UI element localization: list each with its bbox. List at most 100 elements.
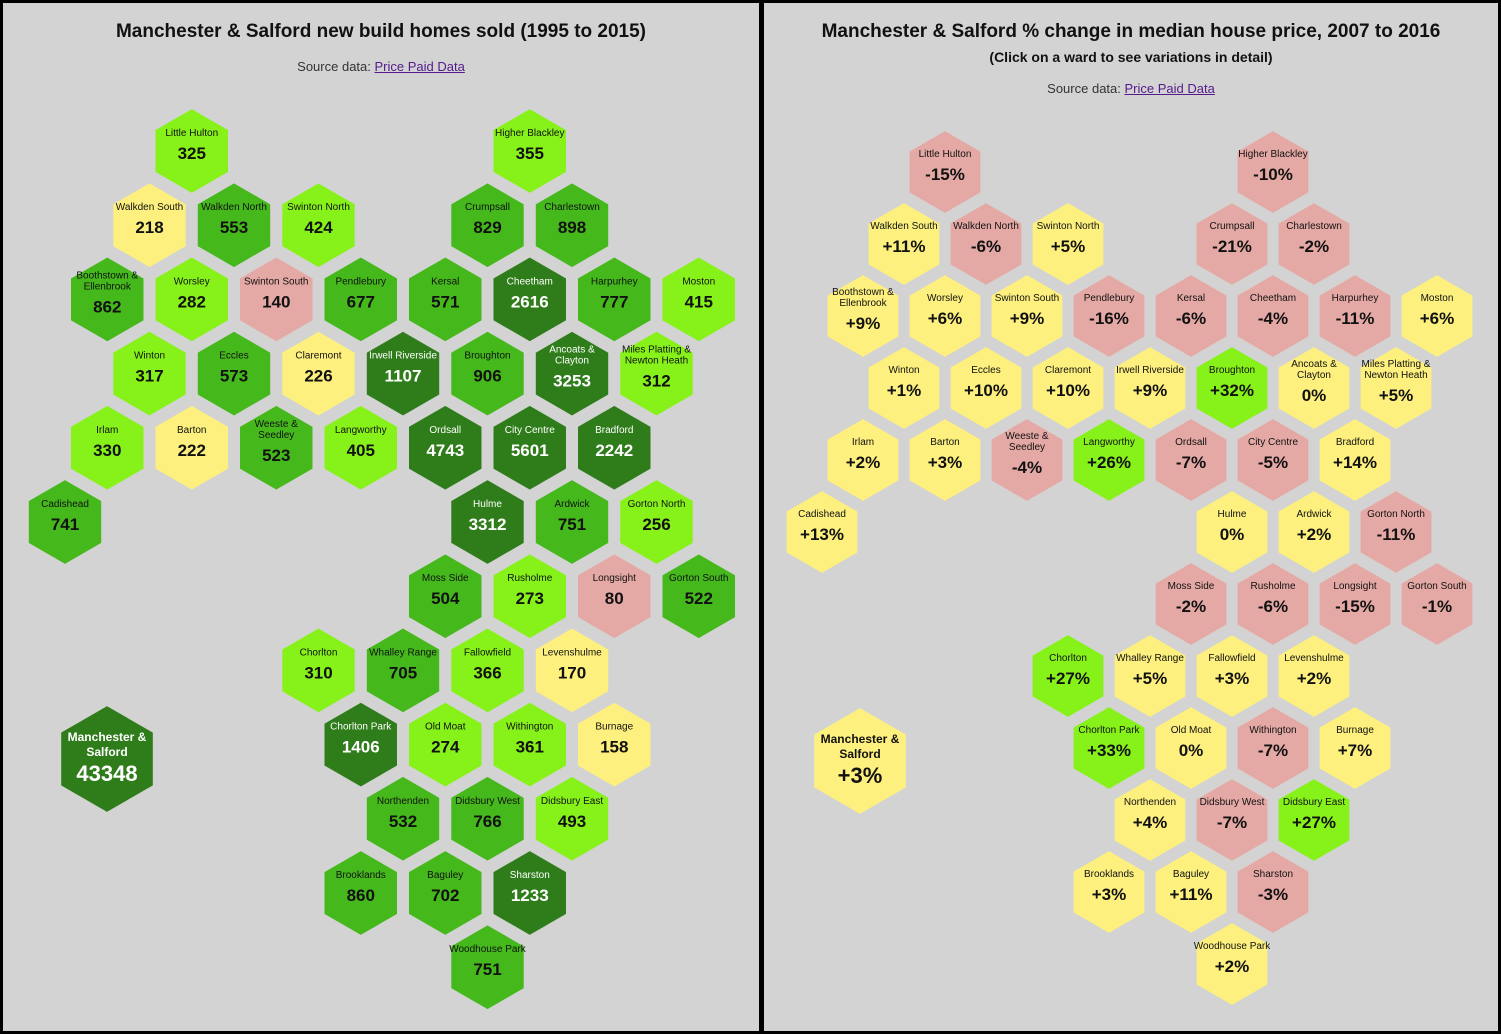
right-ward-withington[interactable]: Withington -7% <box>1235 704 1311 792</box>
right-ward-swinton-south[interactable]: Swinton South +9% <box>989 272 1065 360</box>
hex-cell[interactable] <box>1317 272 1393 360</box>
right-ward-crumpsall[interactable]: Crumpsall -21% <box>1194 200 1270 288</box>
right-ward-fallowfield[interactable]: Fallowfield +3% <box>1194 632 1270 720</box>
right-ward-walkden-south[interactable]: Walkden South +11% <box>866 200 942 288</box>
right-ward-higher-blackley[interactable]: Higher Blackley -10% <box>1235 128 1311 216</box>
right-ward-moss-side[interactable]: Moss Side -2% <box>1153 560 1229 648</box>
hex-cell[interactable] <box>1235 416 1311 504</box>
right-ward-hulme[interactable]: Hulme 0% <box>1194 488 1270 576</box>
hex-cell[interactable] <box>907 416 983 504</box>
hex-cell[interactable] <box>1399 272 1475 360</box>
hex-cell[interactable] <box>1071 272 1147 360</box>
hex-cell[interactable] <box>1153 272 1229 360</box>
right-ward-gorton-north[interactable]: Gorton North -11% <box>1358 488 1434 576</box>
right-ward-miles-platting-and-newton-heath[interactable]: Miles Platting &Newton Heath +5% <box>1358 344 1434 432</box>
hex-cell[interactable] <box>1317 704 1393 792</box>
hex-cell[interactable] <box>1276 344 1352 432</box>
hex-cell[interactable] <box>907 272 983 360</box>
right-ward-langworthy[interactable]: Langworthy +26% <box>1071 416 1147 504</box>
hex-cell[interactable] <box>1399 560 1475 648</box>
hex-cell[interactable] <box>1153 704 1229 792</box>
hex-cell[interactable] <box>784 488 860 576</box>
hex-cell[interactable] <box>1071 848 1147 936</box>
hex-cell[interactable] <box>1358 344 1434 432</box>
hex-cell[interactable] <box>825 416 901 504</box>
right-ward-pendlebury[interactable]: Pendlebury -16% <box>1071 272 1147 360</box>
hex-cell[interactable] <box>1235 272 1311 360</box>
hex-cell[interactable] <box>1030 344 1106 432</box>
hex-cell[interactable] <box>989 272 1065 360</box>
right-ward-eccles[interactable]: Eccles +10% <box>948 344 1024 432</box>
hex-cell[interactable] <box>1153 416 1229 504</box>
right-ward-northenden[interactable]: Northenden +4% <box>1112 776 1188 864</box>
hex-cell[interactable] <box>1030 200 1106 288</box>
right-ward-harpurhey[interactable]: Harpurhey -11% <box>1317 272 1393 360</box>
hex-cell[interactable] <box>825 272 901 360</box>
right-ward-whalley-range[interactable]: Whalley Range +5% <box>1112 632 1188 720</box>
hex-cell[interactable] <box>1112 776 1188 864</box>
hex-cell[interactable] <box>1235 128 1311 216</box>
right-ward-little-hulton[interactable]: Little Hulton -15% <box>907 128 983 216</box>
hex-cell[interactable] <box>948 200 1024 288</box>
hex-cell[interactable] <box>1358 488 1434 576</box>
hex-cell[interactable] <box>1317 560 1393 648</box>
right-ward-charlestown[interactable]: Charlestown -2% <box>1276 200 1352 288</box>
hex-cell[interactable] <box>948 344 1024 432</box>
right-ward-walkden-north[interactable]: Walkden North -6% <box>948 200 1024 288</box>
hex-cell[interactable] <box>907 128 983 216</box>
right-ward-didsbury-east[interactable]: Didsbury East +27% <box>1276 776 1352 864</box>
right-ward-ardwick[interactable]: Ardwick +2% <box>1276 488 1352 576</box>
right-ward-sharston[interactable]: Sharston -3% <box>1235 848 1311 936</box>
right-ward-rusholme[interactable]: Rusholme -6% <box>1235 560 1311 648</box>
hex-cell[interactable] <box>1153 560 1229 648</box>
right-ward-weeste-and-seedley[interactable]: Weeste &Seedley -4% <box>989 416 1065 504</box>
right-ward-broughton[interactable]: Broughton +32% <box>1194 344 1270 432</box>
hex-cell[interactable] <box>1276 200 1352 288</box>
right-ward-old-moat[interactable]: Old Moat 0% <box>1153 704 1229 792</box>
hex-cell[interactable] <box>1235 560 1311 648</box>
right-ward-woodhouse-park[interactable]: Woodhouse Park +2% <box>1194 920 1272 1008</box>
hex-cell[interactable] <box>1153 848 1229 936</box>
left-source-link[interactable]: Price Paid Data <box>374 59 465 74</box>
hex-cell[interactable] <box>1112 344 1188 432</box>
right-ward-baguley[interactable]: Baguley +11% <box>1153 848 1229 936</box>
right-ward-boothstown-and-ellenbrook[interactable]: Boothstown &Ellenbrook +9% <box>825 272 901 360</box>
hex-cell[interactable] <box>1317 416 1393 504</box>
right-ward-burnage[interactable]: Burnage +7% <box>1317 704 1393 792</box>
hex-cell[interactable] <box>1071 704 1147 792</box>
hex-cell[interactable] <box>866 200 942 288</box>
right-ward-chorlton-park[interactable]: Chorlton Park +33% <box>1071 704 1147 792</box>
right-ward-swinton-north[interactable]: Swinton North +5% <box>1030 200 1106 288</box>
hex-cell[interactable] <box>1235 704 1311 792</box>
right-ward-cheetham[interactable]: Cheetham -4% <box>1235 272 1311 360</box>
hex-cell[interactable] <box>1194 488 1270 576</box>
right-ward-levenshulme[interactable]: Levenshulme +2% <box>1276 632 1352 720</box>
right-ward-city-centre[interactable]: City Centre -5% <box>1235 416 1311 504</box>
right-ward-kersal[interactable]: Kersal -6% <box>1153 272 1229 360</box>
right-ward-barton[interactable]: Barton +3% <box>907 416 983 504</box>
hex-cell[interactable] <box>1276 632 1352 720</box>
right-ward-brooklands[interactable]: Brooklands +3% <box>1071 848 1147 936</box>
hex-cell[interactable] <box>866 344 942 432</box>
hex-cell[interactable] <box>1194 632 1270 720</box>
right-ward-worsley[interactable]: Worsley +6% <box>907 272 983 360</box>
hex-cell[interactable] <box>1194 344 1270 432</box>
hex-cell[interactable] <box>1194 200 1270 288</box>
right-ward-chorlton[interactable]: Chorlton +27% <box>1030 632 1106 720</box>
hex-cell[interactable] <box>1276 776 1352 864</box>
right-ward-bradford[interactable]: Bradford +14% <box>1317 416 1393 504</box>
hex-cell[interactable] <box>1235 848 1311 936</box>
right-ward-gorton-south[interactable]: Gorton South -1% <box>1399 560 1475 648</box>
right-ward-moston[interactable]: Moston +6% <box>1399 272 1475 360</box>
hex-cell[interactable] <box>989 416 1065 504</box>
hex-cell[interactable] <box>1030 632 1106 720</box>
right-ward-longsight[interactable]: Longsight -15% <box>1317 560 1393 648</box>
right-ward-irlam[interactable]: Irlam +2% <box>825 416 901 504</box>
hex-cell[interactable] <box>1071 416 1147 504</box>
hex-cell[interactable] <box>1194 776 1270 864</box>
hex-cell[interactable] <box>1194 920 1270 1008</box>
hex-cell[interactable] <box>1112 632 1188 720</box>
right-ward-cadishead[interactable]: Cadishead +13% <box>784 488 860 576</box>
right-ward-didsbury-west[interactable]: Didsbury West -7% <box>1194 776 1270 864</box>
right-source-link[interactable]: Price Paid Data <box>1124 81 1215 96</box>
